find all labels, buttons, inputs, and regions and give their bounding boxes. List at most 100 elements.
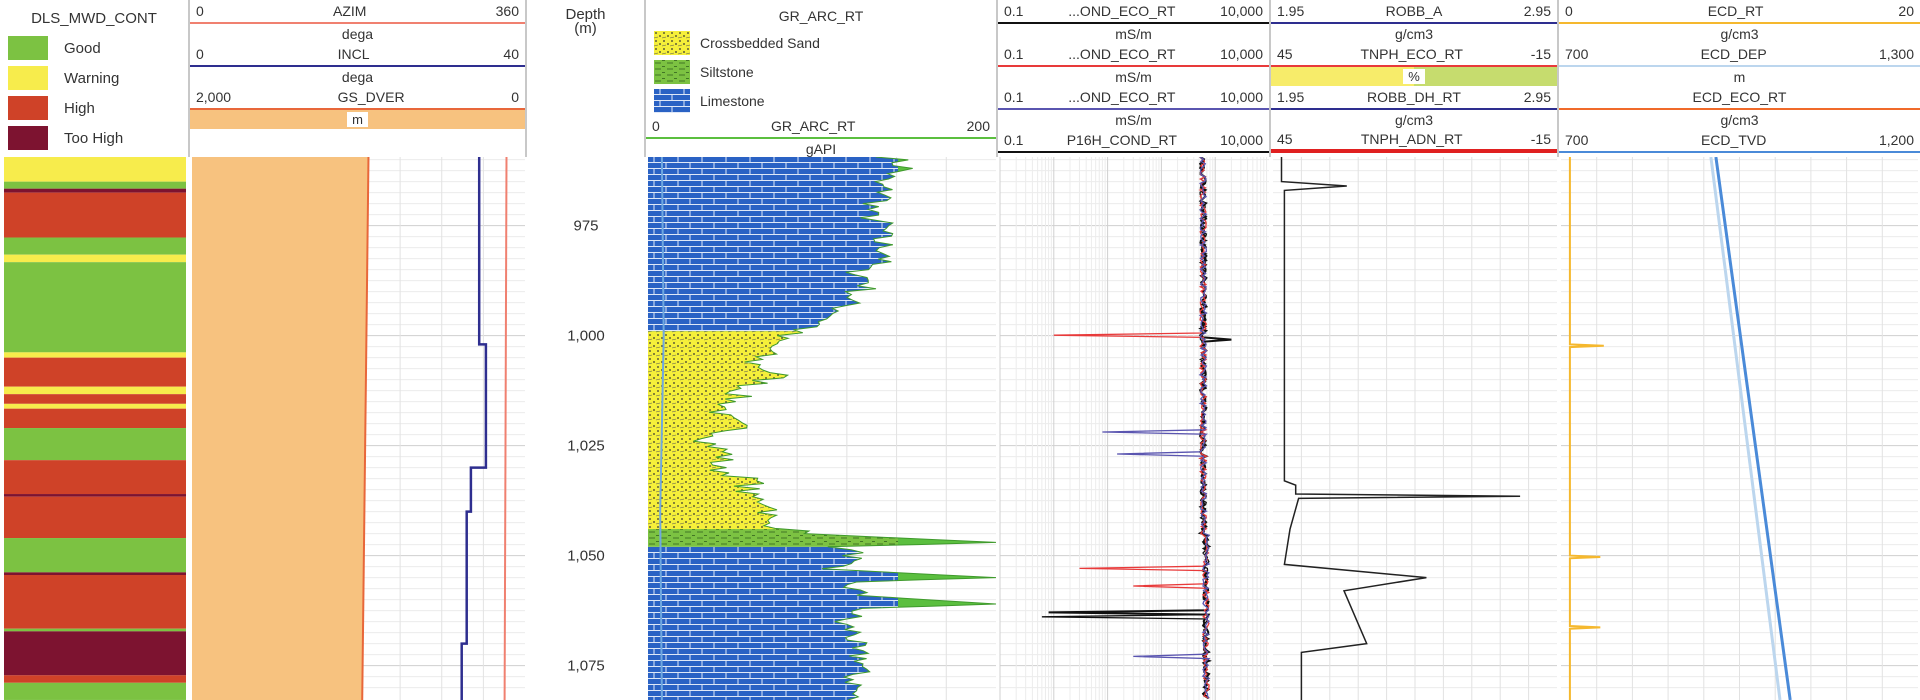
curve-max: 10,000: [1220, 3, 1263, 19]
depth-tick-label: 1,050: [567, 548, 605, 565]
curve-name: ...OND_ECO_RT: [1068, 46, 1176, 62]
legend-item-good: Good: [0, 33, 188, 63]
curve-header-2[interactable]: 0.1 ...OND_ECO_RT 10,000: [998, 86, 1269, 110]
curve-unit: dega: [341, 25, 374, 42]
curve-header-2[interactable]: 1.95 ROBB_DH_RT 2.95: [1271, 86, 1557, 110]
curve-min: 1.95: [1277, 89, 1305, 105]
curve-unit: %: [1403, 69, 1425, 84]
curve-min: 1.95: [1277, 3, 1305, 19]
lithology-legend-item: Limestone: [646, 86, 996, 115]
depth-unit: (m): [574, 20, 597, 37]
legend-swatch: [8, 126, 48, 150]
curve-min: 0: [196, 46, 204, 62]
dls-interval-warning: [4, 352, 186, 358]
curve-min: 0: [1565, 3, 1573, 19]
curve-min: 45: [1277, 131, 1293, 147]
curve-max: -15: [1530, 131, 1551, 147]
dls-interval-warning: [4, 254, 186, 263]
dls-interval-too-high: [4, 631, 186, 676]
curve-header-1[interactable]: 0.1 ...OND_ECO_RT 10,000: [998, 43, 1269, 67]
curve-unit: g/cm3: [1720, 111, 1759, 128]
depth-title: Depth: [565, 6, 606, 23]
curve-header-2[interactable]: ECD_ECO_RT: [1559, 86, 1920, 110]
curve-header-3[interactable]: 45 TNPH_ADN_RT -15: [1271, 129, 1557, 153]
curve-name: GR_ARC_RT: [770, 118, 856, 134]
dls-interval-too-high: [4, 572, 186, 575]
lithology-limestone: [648, 157, 898, 332]
curve-max: 360: [495, 3, 519, 19]
cond-curve-0: [1041, 157, 1211, 699]
legend-label: Good: [64, 39, 101, 57]
curve-max: 20: [1898, 3, 1914, 19]
curve-min: 0: [652, 118, 660, 134]
dls-interval-high: [4, 357, 186, 387]
curve-header-3[interactable]: 700 ECD_TVD 1,200: [1559, 129, 1920, 153]
curve-header-0[interactable]: 1.95 ROBB_A 2.95: [1271, 0, 1557, 24]
legend-swatch: [8, 66, 48, 90]
curve-unit: g/cm3: [1394, 111, 1434, 128]
curve-unit: dega: [341, 68, 374, 85]
track-directional-header: 0 AZIM 360 dega 0 INCL 40 dega 2,000 GS_DVER 0 m: [190, 0, 527, 157]
legend-item-too-high: Too High: [0, 123, 188, 153]
lithology-label: Limestone: [700, 92, 765, 109]
curve-max: 1,300: [1878, 46, 1914, 62]
gs-dver-curve: [361, 157, 370, 700]
curve-header-3[interactable]: 0.1 P16H_COND_RT 10,000: [998, 129, 1269, 153]
gr-curve: [693, 157, 997, 700]
legend-label: Warning: [64, 69, 120, 87]
dls-interval-good: [4, 628, 186, 632]
legend-label: Too High: [64, 129, 124, 147]
curve-name: AZIM: [332, 3, 367, 19]
curve-unit: mS/m: [1115, 68, 1152, 85]
curve-unit: g/cm3: [1720, 25, 1759, 42]
curve-min: 0: [196, 3, 204, 19]
curve-header-0[interactable]: 0 AZIM 360: [190, 0, 525, 24]
curve-name: TNPH_ECO_RT: [1360, 46, 1463, 62]
curve-name: P16H_COND_RT: [1066, 132, 1177, 148]
curve-max: 10,000: [1220, 89, 1263, 105]
legend-swatch: [8, 96, 48, 120]
gs-dver-fill: [192, 157, 369, 700]
curve-min: 0.1: [1004, 89, 1024, 105]
curve-unit: g/cm3: [1394, 25, 1434, 42]
depth-header: Depth (m): [527, 0, 646, 157]
curve-min: 2,000: [196, 89, 232, 105]
curve-name: TNPH_ADN_RT: [1360, 131, 1463, 147]
curve-unit: m: [347, 112, 368, 127]
dls-interval-good: [4, 682, 186, 700]
gr-header: GR_ARC_RT Crossbedded Sand Siltstone Limes…: [646, 0, 998, 157]
curve-max: -15: [1530, 46, 1551, 62]
curve-header-1[interactable]: 700 ECD_DEP 1,300: [1559, 43, 1920, 67]
dls-title: DLS_MWD_CONT: [31, 10, 157, 27]
curve-header-0[interactable]: 0 ECD_RT 20: [1559, 0, 1920, 24]
curve-max: 40: [503, 46, 519, 62]
incl-curve: [460, 157, 488, 700]
curve-max: 200: [966, 118, 990, 134]
curve-unit: m: [1733, 68, 1746, 85]
dls-interval-good: [4, 428, 186, 461]
curve-name: ECD_DEP: [1700, 46, 1767, 62]
depth-tick-label: 1,075: [567, 658, 605, 675]
depth-tick-label: 975: [573, 218, 598, 235]
dls-interval-warning: [4, 157, 186, 182]
curve-header-0[interactable]: 0.1 ...OND_ECO_RT 10,000: [998, 0, 1269, 24]
dls-interval-good: [4, 237, 186, 255]
gr-overlay-curve: [659, 157, 665, 700]
lithology-legend-item: Crossbedded Sand: [646, 28, 996, 57]
dls-interval-too-high: [4, 188, 186, 193]
curve-header-1[interactable]: 0 INCL 40: [190, 43, 525, 67]
curve-name: ROBB_A: [1385, 3, 1443, 19]
lithology-siltstone: [648, 529, 898, 547]
legend-item-warning: Warning: [0, 63, 188, 93]
curve-name: ECD_TVD: [1700, 132, 1767, 148]
curve-header-2[interactable]: 2,000 GS_DVER 0: [190, 86, 525, 110]
density-header: 1.95 ROBB_A 2.95 g/cm3 45 TNPH_ECO_RT -15% 1.95…: [1271, 0, 1559, 157]
dls-interval-high: [4, 496, 186, 539]
curve-header-1[interactable]: 45 TNPH_ECO_RT -15: [1271, 43, 1557, 67]
dls-interval-good: [4, 538, 186, 573]
curve-min: 0.1: [1004, 46, 1024, 62]
curve-min: 45: [1277, 46, 1293, 62]
azim-curve: [503, 157, 508, 700]
ecd-tvd-curve: [1714, 157, 1792, 700]
log-body: 975 1,000 1,025 1,050 1,075: [4, 157, 1918, 700]
